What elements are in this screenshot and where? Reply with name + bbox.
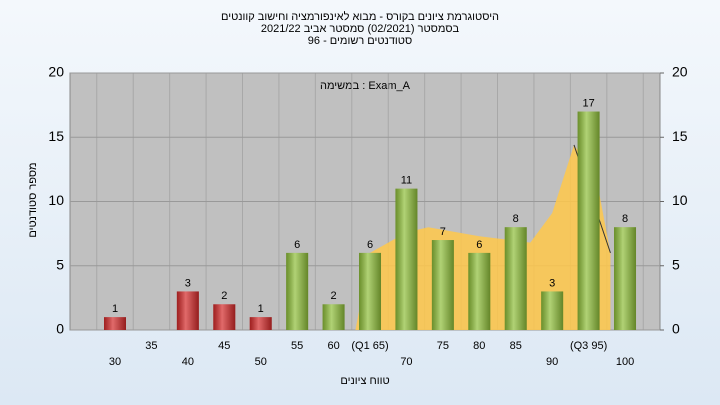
bar-shade [213, 304, 236, 330]
y-tick-label: 20 [48, 64, 64, 80]
y2-tick-label: 20 [672, 64, 688, 80]
x-axis-label: טווח ציונים [340, 375, 389, 387]
data-label: 2 [221, 290, 227, 302]
chart-title: סטודנטים רשומים - 96 [308, 35, 412, 47]
x-tick-label: 75 [437, 340, 449, 352]
x-tick-label: 30 [109, 356, 121, 368]
data-label: 2 [331, 290, 337, 302]
x-tick-label: 100 [616, 356, 634, 368]
y2-tick-label: 15 [672, 128, 688, 144]
chart-title: היסטוגרמת ציונים בקורס - מבוא לאינפורמצי… [221, 10, 499, 23]
data-label: 6 [476, 239, 482, 251]
y2-tick-label: 5 [672, 256, 680, 272]
y-tick-label: 0 [56, 321, 64, 337]
data-label: 11 [401, 175, 412, 187]
annotation: במשימה : Exam_A [320, 80, 411, 92]
data-label: 8 [622, 213, 628, 225]
data-label: 8 [513, 213, 519, 225]
area [355, 144, 611, 330]
bar-shade [176, 291, 199, 330]
x-tick-label: 35 [145, 340, 157, 352]
bar-shade [322, 304, 345, 330]
data-label: 17 [582, 97, 594, 109]
y-tick-label: 5 [56, 256, 64, 272]
bar-shade [504, 227, 527, 330]
bar-shade [359, 252, 382, 330]
bar-shade [431, 240, 454, 330]
x-tick-label: 80 [473, 340, 485, 352]
data-label: 3 [185, 277, 191, 289]
x-tick-label: 55 [291, 340, 303, 352]
bar-shade [104, 317, 126, 330]
x-tick-label: 60 [327, 340, 339, 352]
bar-shade [468, 252, 491, 330]
y-tick-label: 10 [48, 192, 64, 208]
x-tick-label: (Q1 65) [351, 340, 388, 352]
data-label: 6 [367, 239, 373, 251]
bar-shade [249, 317, 272, 330]
x-tick-label: 85 [510, 340, 522, 352]
x-tick-label: 40 [182, 356, 194, 368]
data-label: 1 [112, 303, 118, 315]
x-tick-label: 45 [218, 340, 230, 352]
y2-tick-label: 0 [672, 321, 680, 337]
data-label: 7 [440, 226, 446, 238]
data-label: 3 [549, 277, 555, 289]
x-tick-label: (Q3 95) [570, 340, 607, 352]
y2-tick-label: 10 [672, 192, 688, 208]
data-label: 1 [258, 303, 264, 315]
bar-shade [541, 291, 564, 330]
x-tick-label: 90 [546, 356, 558, 368]
y-axis-label: מספר סטודנטים [27, 162, 39, 237]
y-tick-label: 15 [48, 128, 64, 144]
x-tick-label: 70 [400, 356, 412, 368]
bar-shade [614, 227, 637, 330]
data-label: 6 [294, 239, 300, 251]
bar-shade [577, 111, 600, 330]
bar-shade [395, 188, 418, 330]
chart-title: בסמסטר (02/2021) סמסטר אביב 2021/22 [261, 23, 460, 35]
bar-shade [286, 252, 309, 330]
x-tick-label: 50 [255, 356, 267, 368]
